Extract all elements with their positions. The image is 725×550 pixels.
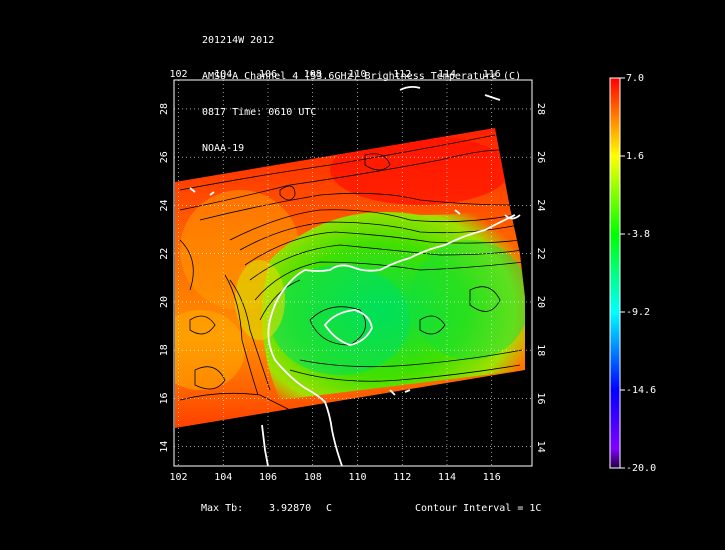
warm-area-north bbox=[330, 135, 510, 205]
title-line-1: 201214W 2012 bbox=[202, 35, 275, 46]
taiwan-coast bbox=[504, 214, 521, 220]
lon-tick-label: 108 bbox=[304, 472, 322, 483]
lat-tick-label: 20 bbox=[159, 296, 170, 308]
lon-tick-label: 114 bbox=[438, 472, 456, 483]
contour-line bbox=[244, 231, 521, 266]
colorbar-tick-label: 1.6 bbox=[626, 151, 644, 162]
contour-line bbox=[254, 261, 525, 301]
lat-labels-right: 14 16 18 20 22 24 26 28 bbox=[535, 103, 546, 453]
coastline-fragment bbox=[484, 94, 501, 101]
lon-tick-label: 104 bbox=[214, 69, 232, 80]
mainland-coastline bbox=[267, 214, 516, 467]
lat-tick-label: 28 bbox=[535, 103, 546, 115]
lon-labels-bottom: 102 104 106 108 110 112 114 116 bbox=[169, 472, 500, 483]
map-frame bbox=[173, 79, 533, 467]
colorbar-gradient bbox=[609, 77, 621, 469]
contour-line bbox=[249, 244, 523, 281]
lat-tick-label: 16 bbox=[159, 392, 170, 404]
lon-tick-label: 114 bbox=[438, 69, 456, 80]
lat-tick-label: 24 bbox=[535, 199, 546, 211]
lon-tick-label: 110 bbox=[348, 69, 366, 80]
lat-tick-label: 22 bbox=[535, 248, 546, 260]
contour-line bbox=[179, 149, 501, 211]
contour-line bbox=[259, 279, 301, 321]
contour-closed bbox=[279, 185, 296, 201]
lat-tick-label: 14 bbox=[535, 441, 546, 453]
lat-lon-grid bbox=[174, 80, 532, 466]
lon-tick-label: 102 bbox=[169, 472, 187, 483]
contour-lines bbox=[179, 134, 525, 416]
contour-line bbox=[229, 209, 516, 241]
cool-core bbox=[270, 265, 410, 375]
warm-area-southwest bbox=[175, 310, 245, 390]
contour-closed bbox=[419, 315, 446, 335]
contour-closed bbox=[309, 306, 367, 346]
lon-tick-label: 116 bbox=[483, 69, 501, 80]
coastline-fragment bbox=[261, 424, 269, 467]
lon-tick-label: 102 bbox=[169, 69, 187, 80]
lat-tick-label: 18 bbox=[535, 344, 546, 356]
lon-tick-label: 108 bbox=[304, 69, 322, 80]
contour-line bbox=[299, 349, 523, 368]
lon-tick-label: 104 bbox=[214, 472, 232, 483]
coastline-fragment bbox=[399, 85, 421, 91]
title-line-3: 0817 Time: 0610 UTC bbox=[202, 107, 317, 118]
contour-closed bbox=[364, 153, 391, 171]
max-tb-value: 3.92870 bbox=[269, 503, 312, 514]
max-tb-label: Max Tb: bbox=[201, 503, 244, 514]
lat-tick-label: 18 bbox=[159, 344, 170, 356]
contour-line bbox=[179, 392, 301, 416]
contour-line bbox=[224, 274, 259, 396]
lat-tick-label: 14 bbox=[159, 441, 170, 453]
contour-line bbox=[179, 239, 194, 291]
lon-tick-label: 112 bbox=[393, 69, 411, 80]
contour-interval: Contour Interval = 1C bbox=[415, 503, 542, 514]
colorbar-labels: 7.0 1.6 -3.8 -9.2 -14.6 -20.0 bbox=[620, 73, 656, 474]
coastlines bbox=[189, 85, 521, 467]
contour-line bbox=[239, 221, 519, 251]
contour-closed bbox=[469, 286, 501, 312]
colorbar-tick-label: -3.8 bbox=[626, 229, 650, 240]
lat-tick-label: 26 bbox=[159, 151, 170, 163]
hainan-island bbox=[323, 309, 373, 346]
contour-line bbox=[289, 364, 521, 382]
lat-tick-label: 26 bbox=[535, 151, 546, 163]
lon-labels-top: 102 104 106 108 110 112 114 116 bbox=[169, 69, 500, 80]
colorbar-tick-label: -9.2 bbox=[626, 307, 650, 318]
lat-tick-label: 22 bbox=[159, 248, 170, 260]
colorbar-tick-label: -14.6 bbox=[626, 385, 656, 396]
colorbar: 7.0 1.6 -3.8 -9.2 -14.6 -20.0 bbox=[609, 73, 656, 474]
title-line-2: AMSU-A Channel 4 (53.6GHz) Brightness Te… bbox=[202, 71, 522, 82]
lat-labels-left: 14 16 18 20 22 24 26 28 bbox=[159, 103, 170, 453]
colorbar-tick-label: 7.0 bbox=[626, 73, 644, 84]
coastline-fragment bbox=[389, 389, 411, 396]
lat-tick-label: 20 bbox=[535, 296, 546, 308]
lat-tick-label: 28 bbox=[159, 103, 170, 115]
brightness-temperature-swath bbox=[175, 128, 525, 428]
lon-tick-label: 116 bbox=[483, 472, 501, 483]
contour-line bbox=[229, 279, 271, 391]
lat-tick-label: 16 bbox=[535, 392, 546, 404]
lon-tick-label: 106 bbox=[259, 472, 277, 483]
lon-tick-label: 106 bbox=[259, 69, 277, 80]
contour-line bbox=[179, 134, 496, 191]
contour-closed bbox=[194, 366, 226, 390]
colorbar-tick-label: -20.0 bbox=[626, 463, 656, 474]
lon-tick-label: 112 bbox=[393, 472, 411, 483]
coastline-fragment bbox=[189, 187, 215, 196]
lon-tick-label: 110 bbox=[348, 472, 366, 483]
max-tb-unit: C bbox=[326, 503, 333, 514]
coastline-fragment bbox=[454, 209, 461, 215]
contour-closed bbox=[189, 315, 216, 335]
transition-band bbox=[235, 260, 285, 340]
lat-tick-label: 24 bbox=[159, 199, 170, 211]
contour-line bbox=[199, 192, 511, 221]
